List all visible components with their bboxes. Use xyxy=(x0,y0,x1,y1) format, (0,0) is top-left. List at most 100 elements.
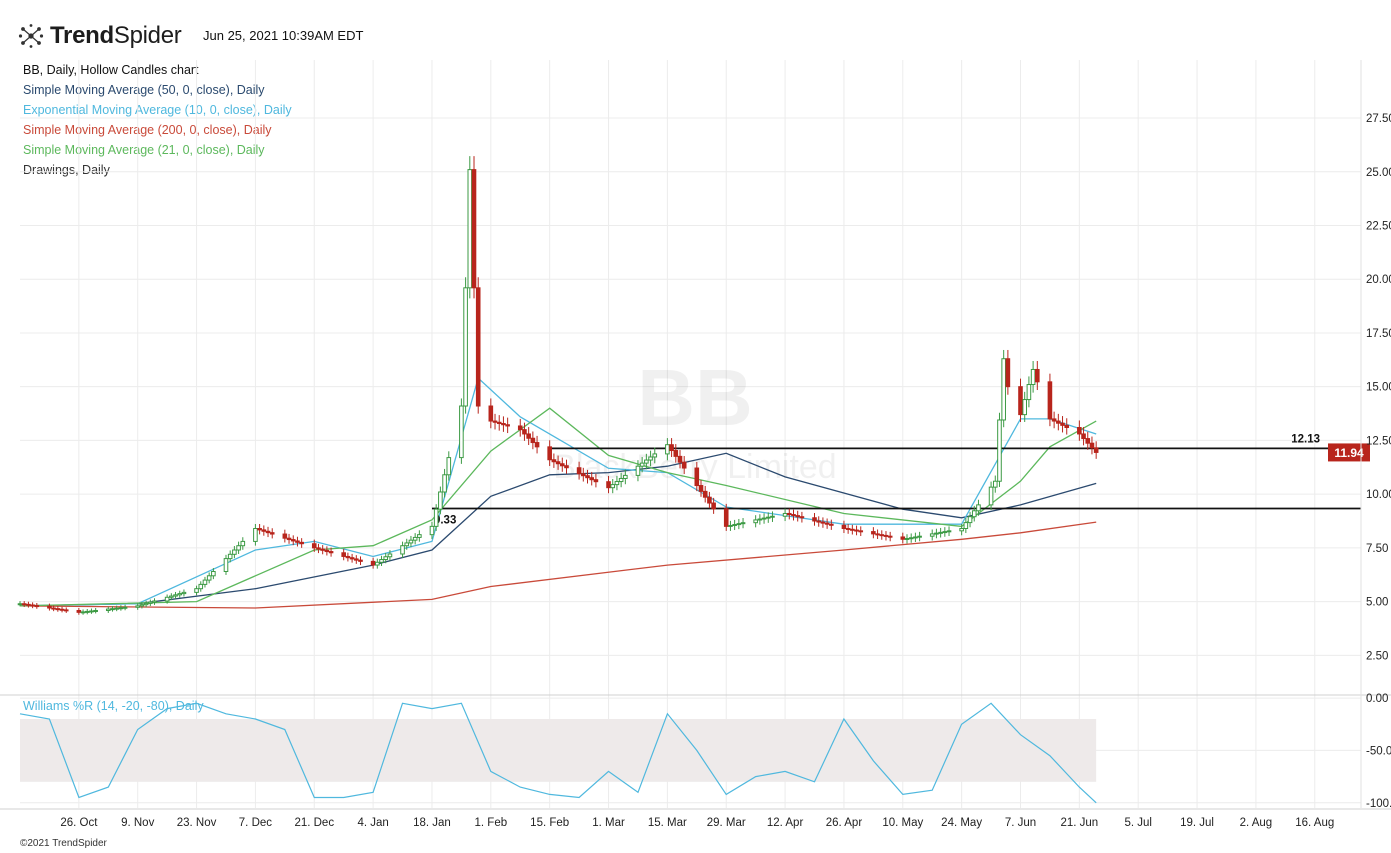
candle-body-2021-03-05[interactable] xyxy=(623,474,628,479)
candle-body-2020-12-31[interactable] xyxy=(354,558,359,561)
candle-body-2021-06-03[interactable] xyxy=(1001,358,1006,421)
candle-body-2021-02-02[interactable] xyxy=(492,420,498,423)
candle-body-2021-01-20[interactable] xyxy=(438,491,443,510)
candle-body-2021-03-03[interactable] xyxy=(614,481,620,486)
candle-body-2021-06-25[interactable] xyxy=(1093,447,1099,453)
candle-body-2021-05-26[interactable] xyxy=(967,516,973,524)
candle-body-2021-04-05[interactable] xyxy=(753,519,758,524)
candle-body-2020-10-22[interactable] xyxy=(59,608,65,611)
candle-body-2020-12-21[interactable] xyxy=(311,543,317,549)
candle-body-2020-12-28[interactable] xyxy=(341,552,346,557)
candle-body-2020-12-07[interactable] xyxy=(253,528,258,542)
candle-body-2021-04-26[interactable] xyxy=(841,524,847,530)
candle-body-2021-04-13[interactable] xyxy=(786,512,792,516)
candle-body-2021-02-17[interactable] xyxy=(555,461,561,465)
candle-body-2021-02-11[interactable] xyxy=(530,437,536,444)
candle-body-2021-03-26[interactable] xyxy=(711,502,716,510)
candle-body-2021-04-22[interactable] xyxy=(824,522,830,525)
candle-body-2020-12-04[interactable] xyxy=(240,540,246,547)
candle-body-2020-12-29[interactable] xyxy=(345,555,351,559)
candle-body-2020-12-30[interactable] xyxy=(349,557,355,560)
candle-body-2020-11-04[interactable] xyxy=(114,607,119,610)
candle-body-2021-05-24[interactable] xyxy=(959,528,964,532)
candle-body-2021-01-13[interactable] xyxy=(408,539,414,544)
candle-body-2021-03-17[interactable] xyxy=(673,450,679,457)
candle-body-2021-04-07[interactable] xyxy=(761,517,767,520)
candle-body-2021-04-06[interactable] xyxy=(757,518,763,521)
candle-body-2021-06-18[interactable] xyxy=(1064,424,1070,429)
candle-body-2020-12-03[interactable] xyxy=(236,545,241,551)
candle-body-2020-10-23[interactable] xyxy=(63,609,69,612)
candle-body-2021-06-02[interactable] xyxy=(997,419,1002,482)
candle-body-2021-06-09[interactable] xyxy=(1026,384,1032,401)
candle-body-2021-03-02[interactable] xyxy=(610,484,616,489)
candle-body-2021-04-19[interactable] xyxy=(812,517,817,522)
candle-body-2021-03-31[interactable] xyxy=(732,524,737,527)
candle-body-2020-11-17[interactable] xyxy=(169,595,174,598)
candle-body-2021-05-20[interactable] xyxy=(942,531,948,534)
candle-body-2020-11-20[interactable] xyxy=(181,591,187,595)
candle-body-2021-04-21[interactable] xyxy=(820,521,826,524)
candle-body-2021-05-05[interactable] xyxy=(879,534,885,537)
candle-body-2021-03-16[interactable] xyxy=(669,444,674,452)
candle-body-2020-12-08[interactable] xyxy=(257,528,262,531)
candle-body-2020-11-26[interactable] xyxy=(206,575,212,581)
candle-body-2020-12-01[interactable] xyxy=(227,553,233,560)
candle-body-2021-05-18[interactable] xyxy=(934,532,939,535)
candle-body-2021-02-15[interactable] xyxy=(547,446,552,461)
candle-body-2021-02-10[interactable] xyxy=(526,433,531,439)
candle-body-2021-06-24[interactable] xyxy=(1089,442,1095,449)
candle-body-2021-01-25[interactable] xyxy=(459,405,464,459)
candle-body-2020-12-24[interactable] xyxy=(324,549,330,553)
candle-body-2021-01-14[interactable] xyxy=(412,536,418,541)
candle-body-2020-10-28[interactable] xyxy=(84,610,90,613)
candle-body-2021-04-16[interactable] xyxy=(799,516,805,519)
candle-body-2020-10-13[interactable] xyxy=(21,603,27,606)
candle-body-2021-03-22[interactable] xyxy=(694,467,700,487)
candle-body-2021-06-11[interactable] xyxy=(1035,368,1040,383)
candle-body-2020-11-13[interactable] xyxy=(152,600,157,603)
candle-body-2021-01-29[interactable] xyxy=(475,287,481,407)
candle-body-2020-11-27[interactable] xyxy=(211,570,216,577)
candle-body-2021-03-30[interactable] xyxy=(728,524,733,527)
candle-body-2021-05-28[interactable] xyxy=(976,504,981,512)
candle-body-2020-11-05[interactable] xyxy=(118,607,124,610)
candle-body-2020-10-30[interactable] xyxy=(93,609,98,612)
candle-body-2021-03-23[interactable] xyxy=(698,485,704,492)
candle-body-2020-11-19[interactable] xyxy=(177,593,183,596)
candle-body-2020-11-12[interactable] xyxy=(148,601,153,604)
candle-body-2020-11-16[interactable] xyxy=(164,596,170,602)
candle-body-2021-05-19[interactable] xyxy=(938,531,943,534)
candle-body-2021-02-01[interactable] xyxy=(488,405,494,422)
candle-body-2021-04-27[interactable] xyxy=(845,528,851,531)
candle-body-2021-04-12[interactable] xyxy=(782,512,788,517)
candle-body-2020-10-19[interactable] xyxy=(47,605,52,609)
candle-body-2020-12-14[interactable] xyxy=(282,533,288,539)
candle-body-2020-12-11[interactable] xyxy=(269,532,275,535)
candle-body-2021-04-20[interactable] xyxy=(816,520,822,523)
candle-body-2021-05-03[interactable] xyxy=(871,531,876,535)
candle-body-2021-04-29[interactable] xyxy=(854,529,859,532)
candle-body-2020-10-27[interactable] xyxy=(80,611,86,614)
candle-body-2021-02-18[interactable] xyxy=(559,463,565,467)
candle-body-2021-02-23[interactable] xyxy=(581,473,586,477)
candle-body-2020-10-20[interactable] xyxy=(51,607,56,610)
candle-body-2021-01-11[interactable] xyxy=(400,545,405,555)
legend-item-sma21[interactable]: Simple Moving Average (21, 0, close), Da… xyxy=(23,143,265,157)
candle-body-2021-02-22[interactable] xyxy=(576,467,582,475)
candle-body-2020-11-06[interactable] xyxy=(122,606,128,609)
candle-body-2021-04-02[interactable] xyxy=(740,522,746,525)
candle-body-2021-03-18[interactable] xyxy=(677,455,683,463)
candle-body-2021-02-26[interactable] xyxy=(593,479,599,483)
candle-body-2021-01-19[interactable] xyxy=(433,508,439,527)
candle-body-2020-10-21[interactable] xyxy=(55,608,61,611)
candle-body-2020-10-26[interactable] xyxy=(76,609,82,613)
candle-body-2020-10-12[interactable] xyxy=(17,603,23,606)
candle-body-2021-02-24[interactable] xyxy=(585,475,590,479)
candle-body-2021-06-08[interactable] xyxy=(1022,399,1027,416)
candle-body-2020-12-02[interactable] xyxy=(232,549,237,555)
candle-body-2021-05-31[interactable] xyxy=(988,486,994,506)
candle-body-2021-06-17[interactable] xyxy=(1060,422,1065,426)
candle-body-2021-01-15[interactable] xyxy=(417,534,422,538)
candle-body-2021-05-10[interactable] xyxy=(900,536,906,540)
